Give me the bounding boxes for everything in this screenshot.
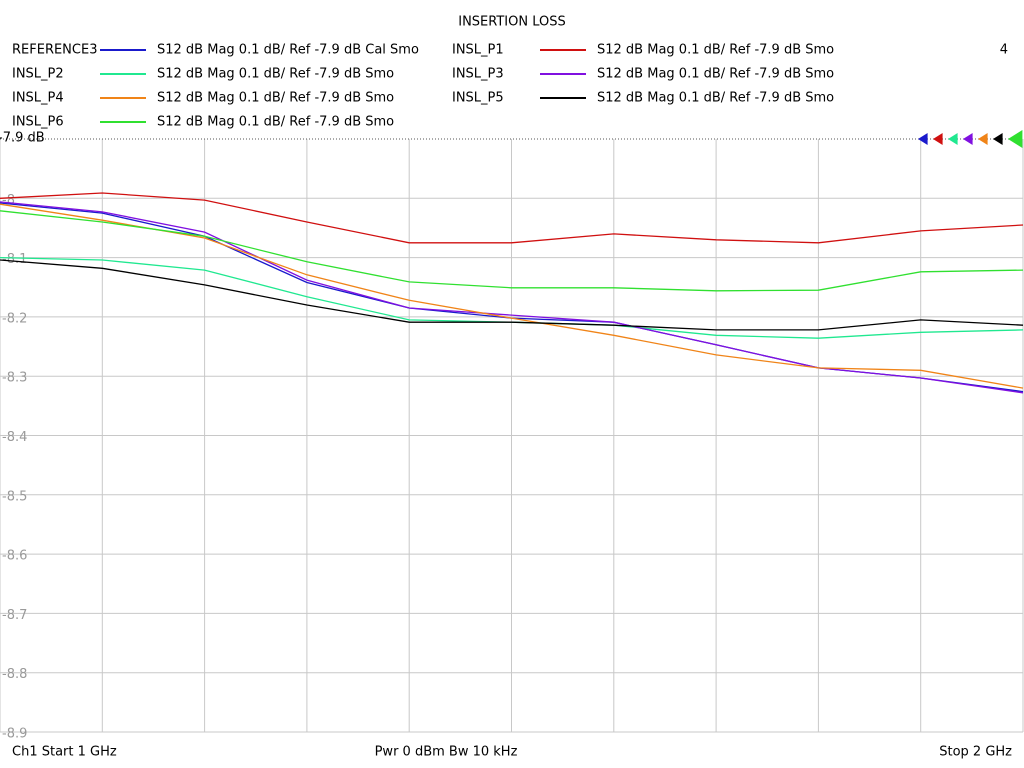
series-line [0, 259, 1024, 331]
legend-name: INSL_P1 [452, 43, 504, 58]
series-line [0, 201, 1024, 394]
footer-right: Stop 2 GHz [939, 745, 1012, 760]
series-line [0, 192, 1024, 244]
legend-name: INSL_P6 [12, 115, 64, 130]
footer-left: Ch1 Start 1 GHz [12, 745, 117, 760]
legend-name: INSL_P5 [452, 91, 504, 106]
ref-marker [993, 133, 1003, 145]
footer-center: Pwr 0 dBm Bw 10 kHz [375, 745, 518, 760]
ref-marker [933, 133, 943, 145]
y-tick-label: -8.1 [2, 252, 27, 267]
y-tick-label: -7.9 dB [0, 131, 45, 146]
ref-marker [918, 133, 928, 145]
legend-name: INSL_P3 [452, 67, 504, 82]
ref-marker [978, 133, 988, 145]
legend-name: REFERENCE3 [12, 43, 97, 58]
y-tick-label: -8.9 [2, 727, 27, 742]
legend-description: S12 dB Mag 0.1 dB/ Ref -7.9 dB Smo [157, 91, 394, 106]
legend-description: S12 dB Mag 0.1 dB/ Ref -7.9 dB Smo [597, 43, 834, 58]
ref-marker [1008, 130, 1023, 148]
legend-description: S12 dB Mag 0.1 dB/ Ref -7.9 dB Smo [157, 115, 394, 130]
y-tick-label: -8.8 [2, 667, 27, 682]
legend-name: INSL_P4 [12, 91, 64, 106]
legend-description: S12 dB Mag 0.1 dB/ Ref -7.9 dB Cal Smo [157, 43, 419, 58]
y-tick-label: -8.6 [2, 549, 27, 564]
legend-description: S12 dB Mag 0.1 dB/ Ref -7.9 dB Smo [597, 91, 834, 106]
ref-marker [948, 133, 958, 145]
y-tick-label: -8.4 [2, 430, 27, 445]
y-tick-label: -8.7 [2, 608, 27, 623]
chart-title: INSERTION LOSS [458, 15, 566, 30]
ref-marker [963, 133, 973, 145]
y-tick-label: -8.5 [2, 489, 27, 504]
y-tick-label: -8.3 [2, 371, 27, 386]
series-line [0, 210, 1024, 292]
legend-description: S12 dB Mag 0.1 dB/ Ref -7.9 dB Smo [597, 67, 834, 82]
legend-name: INSL_P2 [12, 67, 64, 82]
legend-description: S12 dB Mag 0.1 dB/ Ref -7.9 dB Smo [157, 67, 394, 82]
y-tick-label: -8.2 [2, 311, 27, 326]
marker-count: 4 [1000, 43, 1008, 58]
